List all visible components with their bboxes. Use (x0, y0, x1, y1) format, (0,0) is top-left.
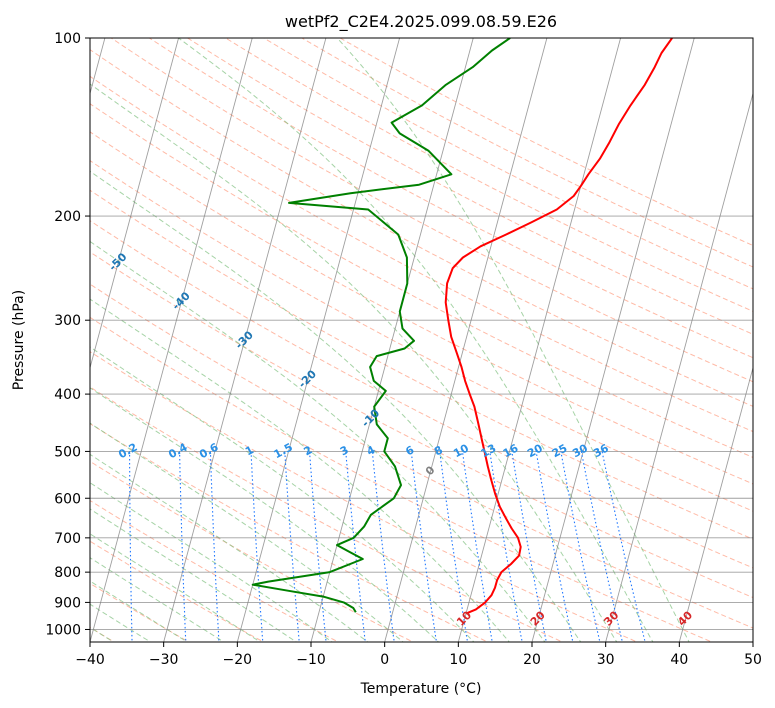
dry-adiabat-28 (110, 38, 753, 383)
moist-adiabat-9 (90, 453, 369, 642)
mixing-ratio-line-3 (209, 451, 220, 642)
isotherm-line (531, 38, 695, 642)
mixing-ratio-line-2 (179, 451, 187, 642)
mixing-ratio-line-11 (461, 451, 493, 642)
y-tick-label: 200 (54, 209, 81, 225)
isotherm-line (90, 38, 180, 370)
x-tick-label: 0 (380, 652, 389, 668)
x-tick-label: −10 (296, 652, 326, 668)
dry-adiabat-31 (224, 38, 753, 312)
y-axis-label: Pressure (hPa) (11, 290, 27, 390)
x-tick-label: −20 (223, 652, 253, 668)
y-tick-label: 600 (54, 491, 81, 507)
x-axis-label: Temperature (°C) (360, 681, 482, 697)
mixing-ratio-line-17 (601, 451, 646, 642)
y-tick-label: 800 (54, 565, 81, 581)
dry-adiabat-32 (262, 38, 753, 290)
dry-adiabat-23 (90, 160, 753, 512)
x-tick-label: −30 (149, 652, 179, 668)
moist-adiabat-14 (90, 240, 546, 642)
pressure-gridlines (90, 38, 753, 630)
y-axis-ticks: 100 200 300 400 500 600 700 800 900 1000 (45, 31, 90, 638)
mixing-ratio-line-14 (535, 451, 574, 642)
temperature-profile-line (444, 38, 673, 615)
isotherm-line (605, 91, 753, 642)
dry-adiabat-30 (186, 38, 753, 335)
isotherm-line (678, 366, 753, 642)
x-tick-label: 50 (744, 652, 762, 668)
dry-adiabat-20 (90, 251, 753, 599)
y-tick-label: 500 (54, 444, 81, 460)
mixing-ratio-label: 25 (550, 442, 570, 461)
isotherm-line (384, 38, 548, 642)
mixing-ratio-label: 16 (501, 441, 521, 460)
x-tick-label: 10 (449, 652, 467, 668)
x-axis-ticks: −40 −30 −20 −10 0 10 20 30 40 50 (75, 642, 762, 668)
mixing-ratio-line-15 (560, 451, 601, 642)
moist-adiabat-13 (90, 298, 510, 642)
isotherm-line (310, 38, 474, 642)
mixing-ratio-label: 0.1 (69, 441, 92, 462)
dewpoint-profile-line (251, 38, 511, 613)
y-tick-label: 100 (54, 31, 81, 47)
isotherms (90, 38, 753, 642)
plot-area: -100-90-80-70-60-50-40-30-20-10010203040… (69, 38, 753, 642)
mixing-ratio-line-1 (129, 451, 133, 642)
plot-frame (89, 37, 754, 643)
y-tick-label: 400 (54, 387, 81, 403)
mixing-ratio-lines (129, 451, 646, 642)
x-tick-label: −40 (75, 652, 105, 668)
chart-title: wetPf2_C2E4.2025.099.08.59.E26 (285, 12, 557, 32)
isotherm-line (90, 38, 253, 642)
y-tick-label: 700 (54, 531, 81, 547)
mixing-ratio-line-13 (511, 451, 547, 642)
x-tick-label: 20 (523, 652, 541, 668)
dry-adiabat-17 (90, 351, 639, 642)
y-tick-label: 1000 (45, 622, 81, 638)
dry-adiabat-22 (90, 189, 753, 540)
y-tick-label: 900 (54, 595, 81, 611)
isotherm-line (457, 38, 622, 642)
mixing-ratio-label: 13 (479, 442, 499, 461)
x-tick-label: 40 (670, 652, 688, 668)
isotherm-line (163, 38, 327, 642)
dry-adiabat-24 (90, 131, 753, 485)
x-tick-label: 30 (597, 652, 615, 668)
dry-adiabat-29 (148, 38, 753, 359)
mixing-ratio-line-4 (250, 451, 264, 642)
mixing-ratio-label: 30 (570, 441, 590, 460)
mixing-ratio-label: 10 (451, 441, 471, 460)
y-tick-label: 300 (54, 313, 81, 329)
dry-adiabat-21 (90, 220, 753, 569)
isotherm-line (236, 38, 401, 642)
moist-adiabat-11 (90, 387, 440, 642)
mixing-ratio-label: 20 (525, 441, 545, 460)
mixing-ratio-label: 36 (591, 441, 611, 460)
sounding-series (251, 38, 673, 615)
mixing-ratio-line-16 (580, 451, 623, 642)
